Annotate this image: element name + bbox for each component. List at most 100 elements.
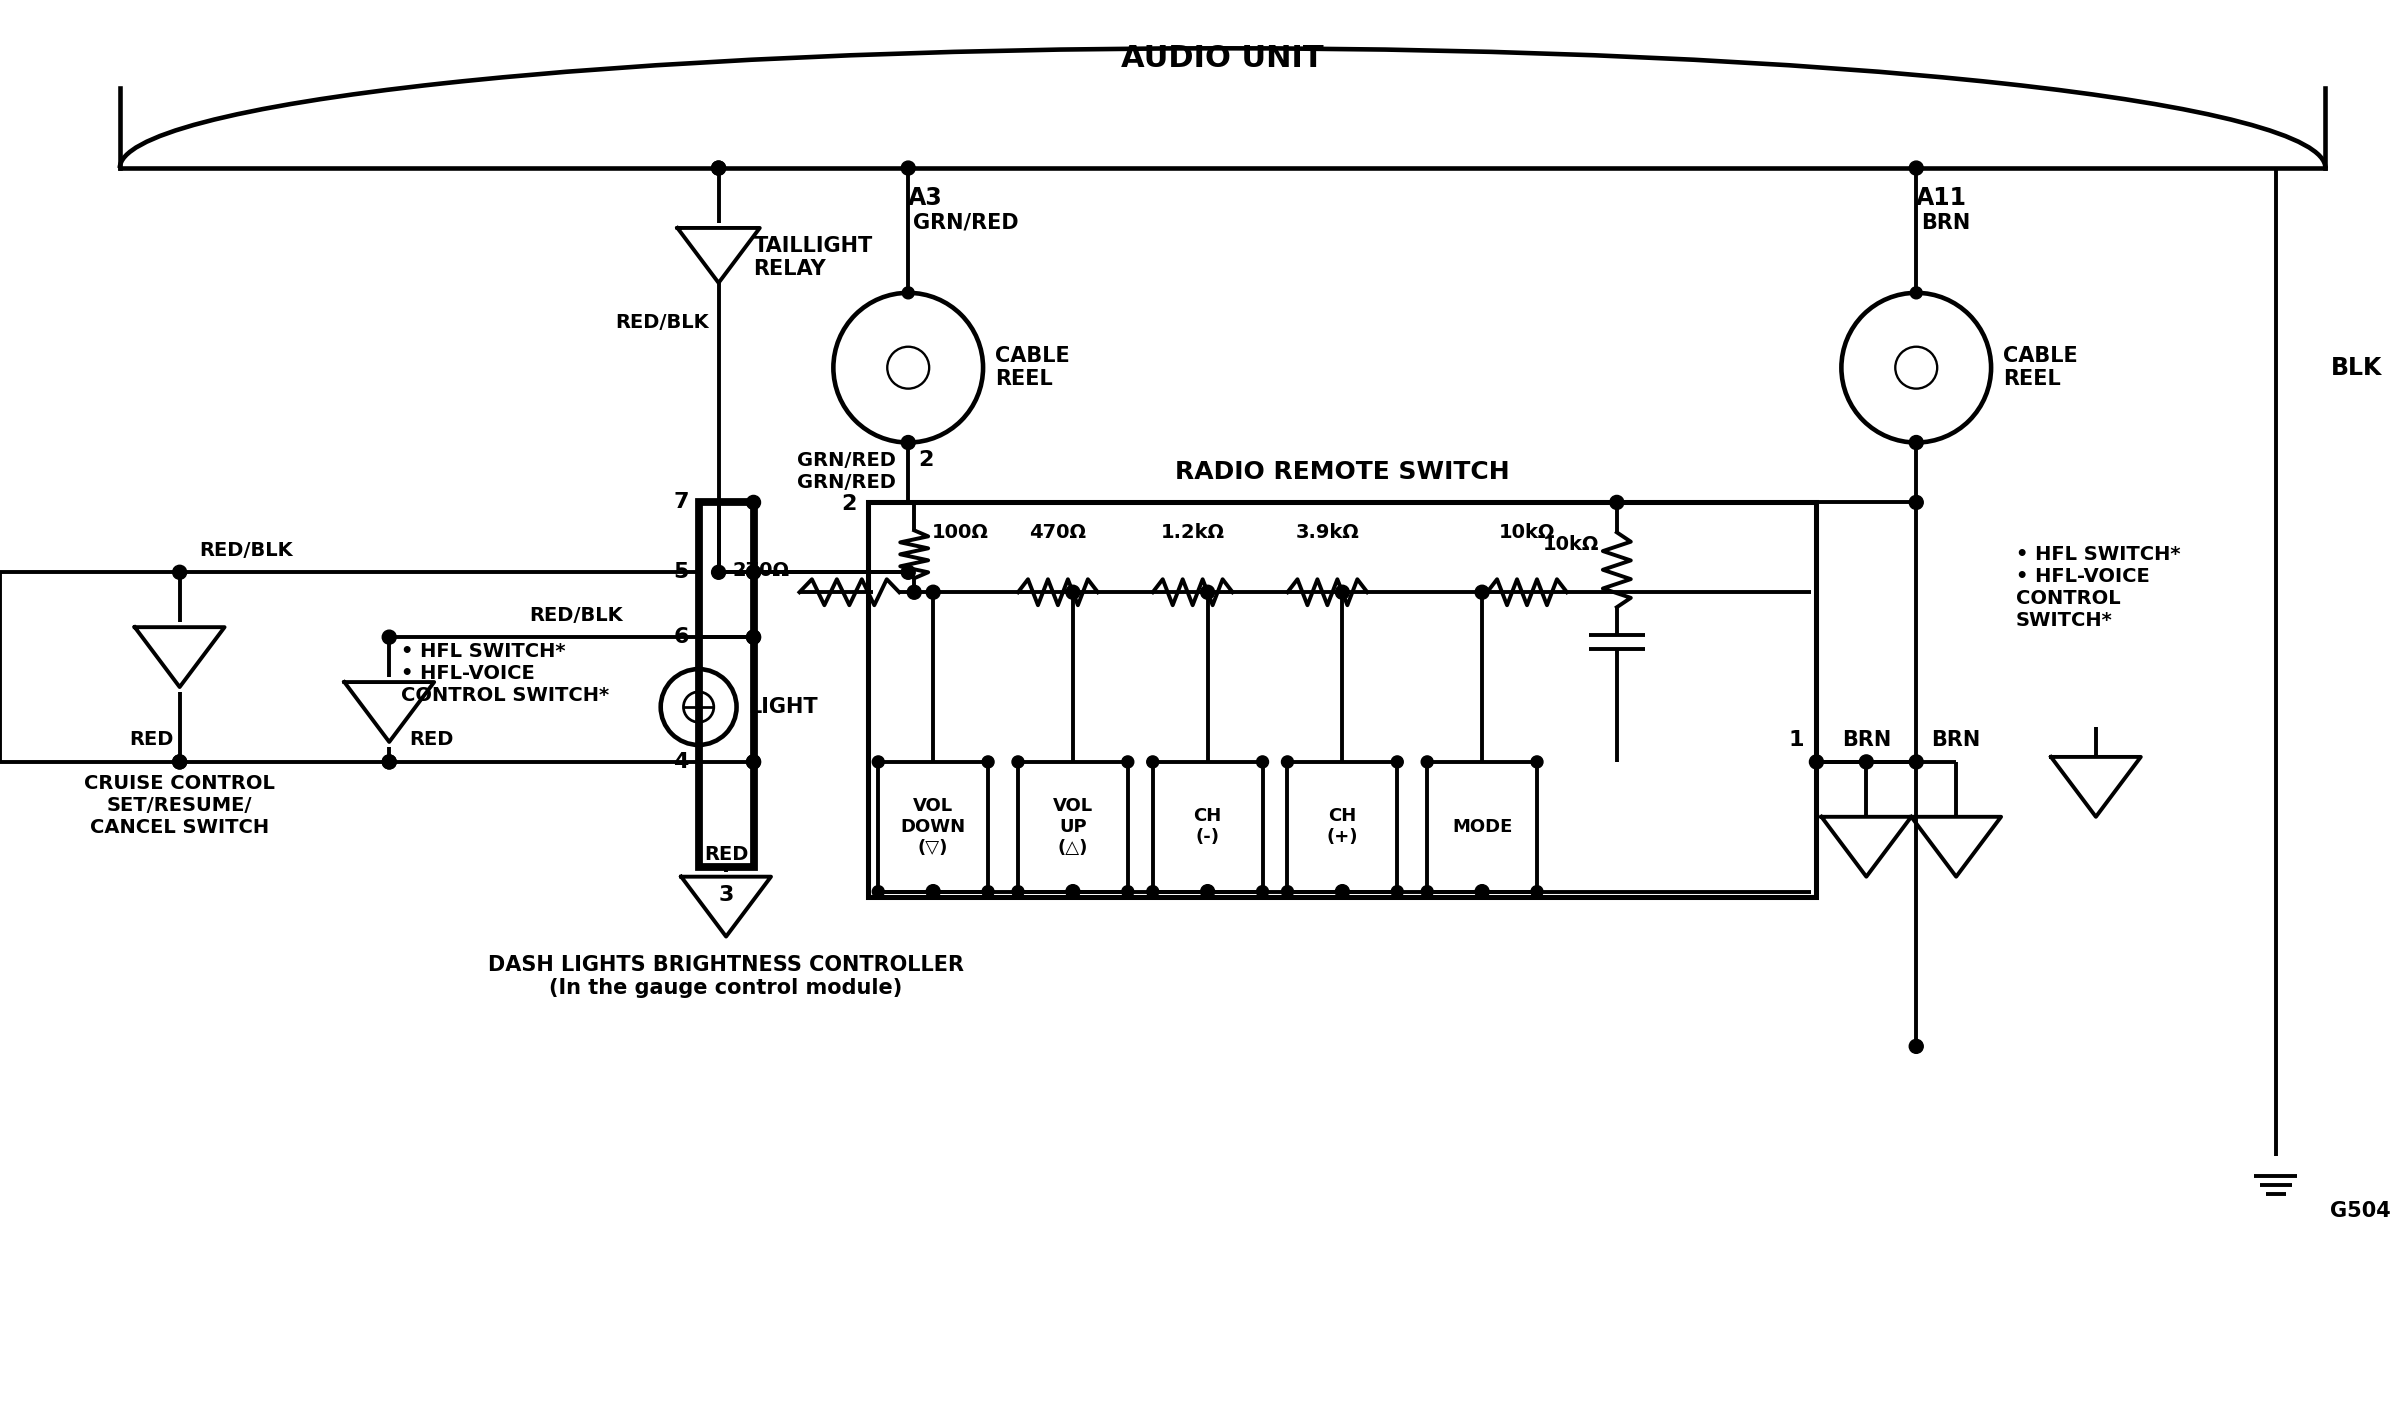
Bar [1286,762,1397,892]
Text: BRN: BRN [1922,213,1970,233]
Text: A3: A3 [907,186,943,210]
Text: 4: 4 [674,752,689,772]
Circle shape [713,565,725,579]
Text: 3.9kΩ: 3.9kΩ [1296,522,1358,542]
Text: AUDIO UNIT: AUDIO UNIT [1121,44,1325,73]
Circle shape [1910,435,1922,450]
Circle shape [1476,885,1488,899]
Circle shape [1200,585,1214,599]
Text: GRN/RED: GRN/RED [797,451,895,469]
Circle shape [746,495,761,509]
Circle shape [1476,585,1488,599]
Text: 1.2kΩ: 1.2kΩ [1162,522,1224,542]
Text: GRN/RED: GRN/RED [914,213,1020,233]
Text: 2: 2 [919,451,934,471]
Text: RED: RED [130,731,175,749]
Circle shape [713,161,725,176]
Circle shape [1258,886,1270,898]
Circle shape [1121,886,1133,898]
Circle shape [926,585,941,599]
Text: VOL
DOWN
(▽): VOL DOWN (▽) [900,796,965,856]
Text: RED/BLK: RED/BLK [199,541,293,559]
Circle shape [926,885,941,899]
Bar [1152,762,1262,892]
Circle shape [746,631,761,644]
Text: 7: 7 [672,492,689,512]
Circle shape [902,287,914,298]
Circle shape [1121,756,1133,768]
Text: GRN/RED: GRN/RED [797,472,895,492]
Bar [869,502,1817,896]
Circle shape [746,565,761,579]
Circle shape [382,755,396,769]
Circle shape [1910,437,1922,448]
Text: VOL
UP
(△): VOL UP (△) [1054,796,1092,856]
Circle shape [871,886,883,898]
Circle shape [382,631,396,644]
Circle shape [982,756,994,768]
Text: BRN: BRN [1932,731,1980,751]
Text: 100Ω: 100Ω [931,522,989,542]
Text: BRN: BRN [1841,731,1891,751]
Text: 5: 5 [674,562,689,582]
Circle shape [1421,886,1433,898]
Circle shape [982,886,994,898]
Text: CH
(-): CH (-) [1193,808,1222,846]
Text: 3: 3 [718,885,734,905]
Text: CABLE
REEL: CABLE REEL [996,347,1070,390]
Circle shape [746,755,761,769]
Circle shape [1013,756,1025,768]
Text: RED: RED [703,845,749,865]
Text: RED: RED [408,731,454,749]
Circle shape [1258,756,1270,768]
Text: • HFL SWITCH*
• HFL-VOICE
CONTROL SWITCH*: • HFL SWITCH* • HFL-VOICE CONTROL SWITCH… [401,642,610,705]
Circle shape [871,756,883,768]
Circle shape [1910,1039,1922,1053]
Circle shape [1392,756,1404,768]
Text: MODE: MODE [1452,818,1512,836]
Text: CABLE
REEL: CABLE REEL [2004,347,2078,390]
Circle shape [1334,585,1349,599]
Circle shape [1282,886,1294,898]
Circle shape [902,435,914,450]
Circle shape [173,565,187,579]
Text: 470Ω: 470Ω [1030,522,1087,542]
Circle shape [1531,756,1543,768]
Text: • HFL SWITCH*
• HFL-VOICE
CONTROL
SWITCH*: • HFL SWITCH* • HFL-VOICE CONTROL SWITCH… [2016,545,2182,629]
Circle shape [1860,755,1874,769]
Text: CRUISE CONTROL
SET/RESUME/
CANCEL SWITCH: CRUISE CONTROL SET/RESUME/ CANCEL SWITCH [84,773,276,836]
Circle shape [1610,495,1625,509]
Bar [1018,762,1128,892]
Circle shape [382,755,396,769]
Circle shape [1910,495,1922,509]
Text: TAILLIGHT
RELAY: TAILLIGHT RELAY [754,237,874,280]
Circle shape [902,565,914,579]
Circle shape [1910,161,1922,176]
Circle shape [902,437,914,448]
Circle shape [1334,885,1349,899]
Circle shape [713,161,725,176]
Text: G504: G504 [2330,1202,2390,1222]
Bar [698,502,754,866]
Circle shape [1392,886,1404,898]
Text: A11: A11 [1915,186,1968,210]
Circle shape [1531,886,1543,898]
Circle shape [1282,756,1294,768]
Bar [878,762,989,892]
Circle shape [1066,885,1080,899]
Text: 270Ω: 270Ω [732,561,790,579]
Circle shape [173,755,187,769]
Circle shape [1810,755,1824,769]
Circle shape [1910,755,1922,769]
Circle shape [1910,287,1922,298]
Text: RED/BLK: RED/BLK [614,314,708,332]
Text: 10kΩ: 10kΩ [1498,522,1555,542]
Text: CH
(+): CH (+) [1327,808,1358,846]
Text: RED/BLK: RED/BLK [528,605,622,625]
Circle shape [1066,585,1080,599]
Text: DASH LIGHTS BRIGHTNESS CONTROLLER
(In the gauge control module): DASH LIGHTS BRIGHTNESS CONTROLLER (In th… [487,955,965,997]
Circle shape [746,631,761,644]
Circle shape [746,565,761,579]
Circle shape [746,755,761,769]
Text: 1: 1 [1788,731,1805,751]
